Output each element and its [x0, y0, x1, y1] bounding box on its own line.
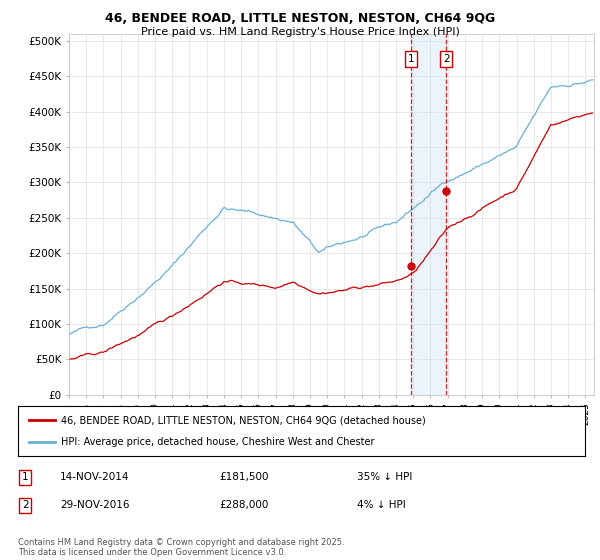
Text: 46, BENDEE ROAD, LITTLE NESTON, NESTON, CH64 9QG: 46, BENDEE ROAD, LITTLE NESTON, NESTON, … [105, 12, 495, 25]
Text: 4% ↓ HPI: 4% ↓ HPI [357, 500, 406, 510]
Text: 2: 2 [443, 54, 449, 64]
Text: 14-NOV-2014: 14-NOV-2014 [60, 472, 130, 482]
Text: HPI: Average price, detached house, Cheshire West and Chester: HPI: Average price, detached house, Ches… [61, 437, 374, 447]
Text: Price paid vs. HM Land Registry's House Price Index (HPI): Price paid vs. HM Land Registry's House … [140, 27, 460, 37]
Text: 2: 2 [22, 500, 29, 510]
Text: 1: 1 [408, 54, 415, 64]
Text: £181,500: £181,500 [219, 472, 269, 482]
Text: 35% ↓ HPI: 35% ↓ HPI [357, 472, 412, 482]
Text: 29-NOV-2016: 29-NOV-2016 [60, 500, 130, 510]
Text: £288,000: £288,000 [219, 500, 268, 510]
Text: 1: 1 [22, 472, 29, 482]
Bar [411, 34, 446, 395]
Text: 46, BENDEE ROAD, LITTLE NESTON, NESTON, CH64 9QG (detached house): 46, BENDEE ROAD, LITTLE NESTON, NESTON, … [61, 415, 425, 425]
Text: Contains HM Land Registry data © Crown copyright and database right 2025.
This d: Contains HM Land Registry data © Crown c… [18, 538, 344, 557]
